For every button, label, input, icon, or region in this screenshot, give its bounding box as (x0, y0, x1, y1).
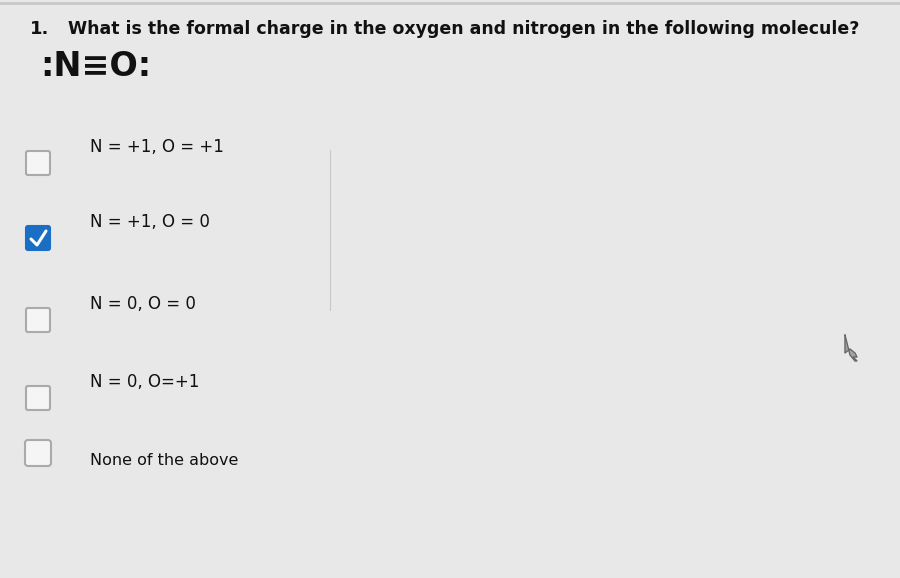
Text: N = 0, O=+1: N = 0, O=+1 (90, 373, 200, 391)
FancyBboxPatch shape (26, 226, 50, 250)
Text: :N≡O:: :N≡O: (40, 50, 151, 83)
Text: N = +1, O = +1: N = +1, O = +1 (90, 138, 224, 156)
FancyBboxPatch shape (26, 386, 50, 410)
Text: N = +1, O = 0: N = +1, O = 0 (90, 213, 210, 231)
Text: 1.: 1. (30, 20, 50, 38)
Text: What is the formal charge in the oxygen and nitrogen in the following molecule?: What is the formal charge in the oxygen … (68, 20, 860, 38)
FancyBboxPatch shape (26, 151, 50, 175)
Text: None of the above: None of the above (90, 453, 238, 468)
FancyBboxPatch shape (26, 308, 50, 332)
FancyBboxPatch shape (25, 440, 51, 466)
Polygon shape (845, 335, 857, 361)
Text: N = 0, O = 0: N = 0, O = 0 (90, 295, 196, 313)
